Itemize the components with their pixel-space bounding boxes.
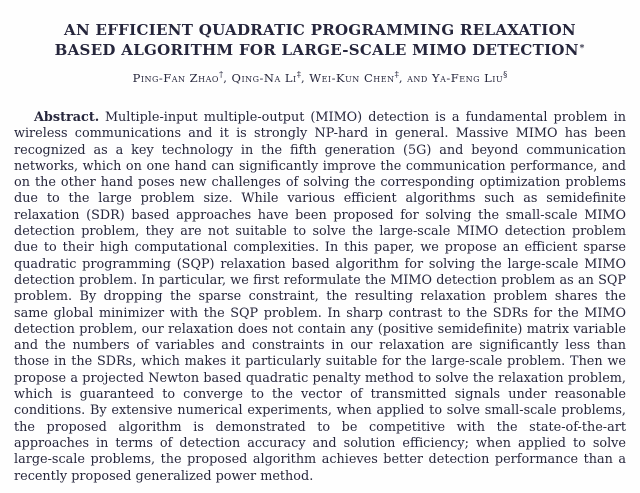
abstract-paragraph: Abstract. Multiple-input multiple-output … <box>14 110 626 485</box>
title-line-1: AN EFFICIENT QUADRATIC PROGRAMMING RELAX… <box>64 21 576 39</box>
author-affiliation-mark: ‡ <box>394 70 399 81</box>
author-name: Ya-Feng Liu <box>432 71 504 85</box>
abstract-text: Multiple-input multiple-output (MIMO) de… <box>14 110 626 484</box>
author-name: Ping-Fan Zhao <box>132 71 219 85</box>
paper-title: AN EFFICIENT QUADRATIC PROGRAMMING RELAX… <box>14 20 626 60</box>
author-separator: , <box>223 71 232 85</box>
author-name: Wei-Kun Chen <box>309 71 395 85</box>
title-line-2-text: BASED ALGORITHM FOR LARGE-SCALE MIMO DET… <box>54 41 579 59</box>
title-footnote-mark: ∗ <box>578 42 586 52</box>
abstract-label: Abstract. <box>34 110 100 125</box>
author-affiliation-mark: † <box>218 70 224 81</box>
author-affiliation-mark: ‡ <box>296 70 301 81</box>
title-line-2: BASED ALGORITHM FOR LARGE-SCALE MIMO DET… <box>14 40 626 60</box>
author-affiliation-mark: § <box>503 70 508 81</box>
authors-line: Ping-Fan Zhao†, Qing-Na Li‡, Wei-Kun Che… <box>14 71 626 86</box>
author-name: Qing-Na Li <box>231 71 297 85</box>
author-separator: , <box>300 71 310 85</box>
author-separator: , and <box>398 71 432 85</box>
